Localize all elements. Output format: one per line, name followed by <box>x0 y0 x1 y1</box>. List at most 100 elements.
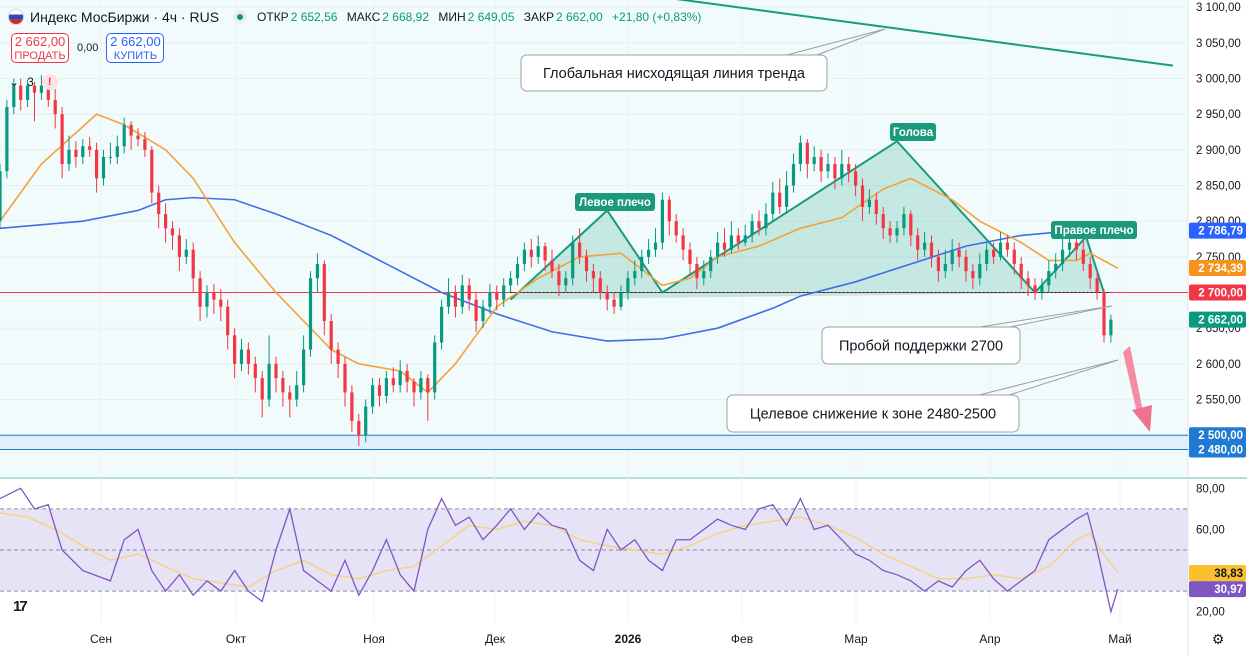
target-arrow[interactable] <box>1123 346 1152 432</box>
price-label[interactable]: 2 662,00 <box>1189 311 1246 328</box>
price-label[interactable]: 2 786,79 <box>1189 222 1246 239</box>
candle[interactable] <box>53 89 57 129</box>
candle[interactable] <box>750 214 754 243</box>
buy-button[interactable]: 2 662,00 КУПИТЬ <box>106 33 165 63</box>
candle[interactable] <box>957 242 961 268</box>
candle[interactable] <box>640 249 644 279</box>
candle[interactable] <box>281 370 285 407</box>
candle[interactable] <box>764 203 768 236</box>
candle[interactable] <box>226 299 230 350</box>
candle[interactable] <box>384 370 388 404</box>
candle[interactable] <box>867 189 871 215</box>
warning-icon[interactable]: ! <box>41 74 58 90</box>
candle[interactable] <box>233 328 237 379</box>
candle[interactable] <box>591 263 595 293</box>
fast-moving-average[interactable] <box>0 113 1119 394</box>
candle[interactable] <box>888 221 892 243</box>
candle[interactable] <box>571 235 575 286</box>
chevron-down-icon[interactable]: ⌄ <box>9 75 20 89</box>
candle[interactable] <box>136 128 140 147</box>
candle[interactable] <box>1109 314 1113 343</box>
candle[interactable] <box>177 228 181 272</box>
candle[interactable] <box>936 249 940 282</box>
candle[interactable] <box>329 313 333 364</box>
candle[interactable] <box>564 271 568 293</box>
price-label[interactable]: 2 480,00 <box>1189 441 1246 458</box>
candle[interactable] <box>709 249 713 279</box>
candle[interactable] <box>978 253 982 286</box>
candle[interactable] <box>964 249 968 282</box>
candle[interactable] <box>26 79 30 108</box>
slow-moving-average[interactable] <box>0 196 1118 342</box>
candle[interactable] <box>288 385 292 418</box>
market-status-icon[interactable] <box>233 10 248 24</box>
candle[interactable] <box>39 74 43 100</box>
candle[interactable] <box>998 231 1003 261</box>
rsi-line[interactable] <box>0 487 1119 615</box>
candle[interactable] <box>0 164 2 229</box>
candle[interactable] <box>771 181 775 222</box>
candle[interactable] <box>1095 271 1099 300</box>
candle[interactable] <box>909 210 913 247</box>
candle[interactable] <box>550 249 554 279</box>
candle[interactable] <box>467 278 471 311</box>
candle[interactable] <box>557 263 561 297</box>
candle[interactable] <box>578 228 582 264</box>
candle[interactable] <box>364 399 368 443</box>
candle[interactable] <box>543 242 547 272</box>
candle[interactable] <box>833 156 837 190</box>
candle[interactable] <box>481 299 485 329</box>
candle[interactable] <box>1033 278 1037 300</box>
candle[interactable] <box>660 192 664 250</box>
candle[interactable] <box>253 356 257 393</box>
candle[interactable] <box>212 283 216 314</box>
candle[interactable] <box>1005 235 1009 257</box>
candle[interactable] <box>246 342 250 375</box>
candle[interactable] <box>122 117 126 154</box>
candle[interactable] <box>440 299 444 350</box>
candle[interactable] <box>812 146 816 172</box>
candle[interactable] <box>1081 239 1085 272</box>
candle[interactable] <box>157 185 161 229</box>
trend-annotation[interactable]: Глобальная нисходящая линия тренда <box>520 28 886 92</box>
candle[interactable] <box>874 192 878 225</box>
candle[interactable] <box>433 335 437 400</box>
candle[interactable] <box>377 378 382 407</box>
candle[interactable] <box>74 141 78 168</box>
candle[interactable] <box>336 342 340 379</box>
candle[interactable] <box>612 292 616 314</box>
candle[interactable] <box>1061 239 1065 272</box>
tradingview-logo[interactable]: 17 <box>13 598 28 615</box>
candle[interactable] <box>143 131 147 157</box>
candle[interactable] <box>67 135 71 172</box>
candle[interactable] <box>129 121 133 150</box>
rsi-ma-line[interactable] <box>0 512 1119 588</box>
candle[interactable] <box>785 171 789 215</box>
candle[interactable] <box>198 271 202 322</box>
candle[interactable] <box>681 228 685 261</box>
candle[interactable] <box>943 249 947 279</box>
candle[interactable] <box>992 242 996 264</box>
candle[interactable] <box>923 231 927 257</box>
candle[interactable] <box>426 374 430 421</box>
price-label[interactable]: 2 700,00 <box>1189 284 1246 301</box>
candle[interactable] <box>95 142 99 193</box>
candle[interactable] <box>260 370 264 418</box>
candle[interactable] <box>1088 256 1092 289</box>
candle[interactable] <box>688 242 692 275</box>
symbol-title[interactable]: Индекс МосБиржи · 4ч · RUS <box>30 9 220 25</box>
candle[interactable] <box>350 385 354 432</box>
candle[interactable] <box>164 203 168 243</box>
rsi-value-label[interactable]: 38,83 <box>1189 564 1246 581</box>
candle[interactable] <box>881 206 885 239</box>
candle[interactable] <box>860 178 865 222</box>
candle[interactable] <box>509 271 513 293</box>
candle[interactable] <box>716 231 720 264</box>
candle[interactable] <box>322 260 326 336</box>
candle[interactable] <box>743 224 747 247</box>
indicators-toggle[interactable]: ⌄ 3 ! <box>9 74 58 90</box>
candle[interactable] <box>819 149 823 182</box>
candle[interactable] <box>267 335 271 407</box>
